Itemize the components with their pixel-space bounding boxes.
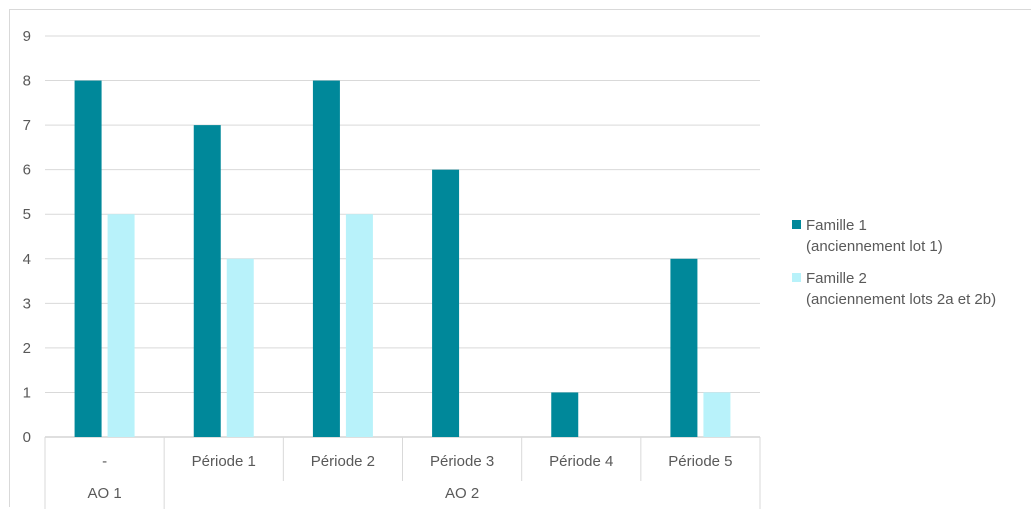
bar-series1-4 (551, 392, 579, 437)
legend-sublabel-famille-2: (anciennement lots 2a et 2b) (806, 291, 996, 308)
category-label: - (102, 453, 107, 470)
chart-area (9, 9, 1031, 507)
bar-series1-0 (74, 80, 102, 438)
y-tick-label: 5 (23, 206, 31, 223)
y-tick-label: 0 (23, 429, 31, 446)
y-tick-label: 4 (23, 251, 31, 268)
y-tick-label: 3 (23, 295, 31, 312)
legend: Famille 1 (anciennement lot 1) Famille 2… (792, 217, 996, 308)
bar-series1-1 (193, 125, 221, 437)
y-axis-ticks: 0 1 2 3 4 5 6 7 8 9 (23, 28, 31, 446)
category-label: Période 3 (430, 453, 494, 470)
y-tick-label: 1 (23, 384, 31, 401)
bar-series1-3 (432, 169, 460, 437)
y-tick-label: 2 (23, 340, 31, 357)
group-label: AO 2 (445, 485, 479, 502)
gridlines (45, 35, 760, 438)
bar-series2-0 (107, 214, 135, 437)
group-label: AO 1 (87, 485, 121, 502)
legend-label-famille-1: Famille 1 (806, 217, 867, 234)
legend-swatch-famille-2 (792, 273, 801, 282)
y-tick-label: 9 (23, 28, 31, 45)
x-axis: - Période 1 Période 2 Période 3 Période 4 Pér… (44, 437, 761, 509)
legend-sublabel-famille-1: (anciennement lot 1) (806, 238, 943, 255)
y-tick-label: 8 (23, 73, 31, 90)
bar-series2-5 (703, 392, 731, 437)
bar-series1-2 (312, 80, 340, 438)
category-label: Période 4 (549, 453, 613, 470)
category-label: Période 5 (668, 453, 732, 470)
legend-swatch-famille-1 (792, 220, 801, 229)
y-tick-label: 7 (23, 117, 31, 134)
legend-label-famille-2: Famille 2 (806, 270, 867, 287)
bar-series1-5 (670, 258, 698, 437)
y-tick-label: 6 (23, 162, 31, 179)
category-label: Période 1 (192, 453, 256, 470)
bar-series2-1 (226, 258, 254, 437)
bars (74, 80, 731, 438)
category-label: Période 2 (311, 453, 375, 470)
bar-series2-2 (345, 214, 373, 437)
